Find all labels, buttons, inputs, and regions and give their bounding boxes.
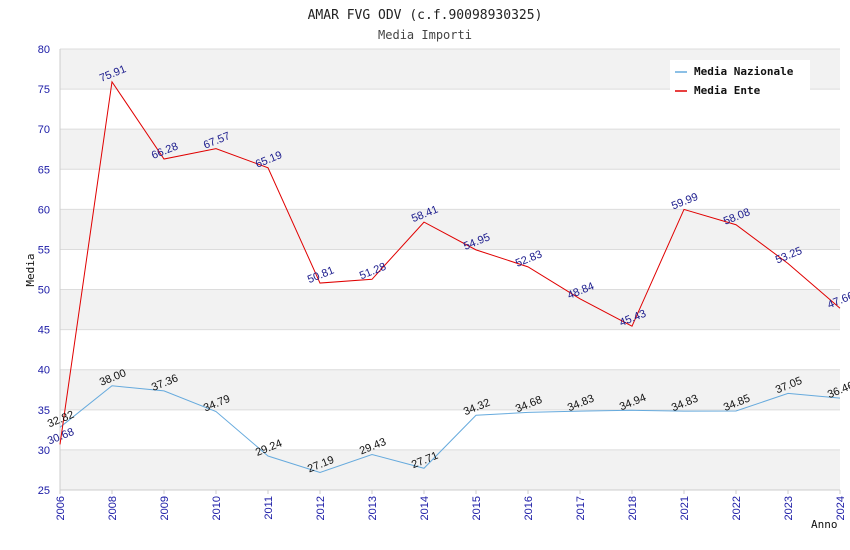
y-tick-label: 45 bbox=[38, 325, 50, 337]
x-tick-label: 2021 bbox=[679, 496, 691, 520]
legend-label-media-nazionale: Media Nazionale bbox=[694, 65, 794, 78]
x-tick-label: 2018 bbox=[627, 496, 639, 520]
x-tick-label: 2016 bbox=[523, 496, 535, 520]
y-tick-label: 50 bbox=[38, 285, 50, 297]
x-axis-label: Anno bbox=[811, 518, 838, 531]
y-tick-label: 80 bbox=[38, 44, 50, 56]
background-band bbox=[60, 369, 840, 410]
x-tick-label: 2012 bbox=[315, 496, 327, 520]
x-tick-label: 2008 bbox=[107, 496, 119, 520]
grid-lines bbox=[60, 48, 840, 491]
y-tick-label: 70 bbox=[38, 124, 50, 136]
x-tick-label: 2013 bbox=[367, 496, 379, 520]
data-label-media-ente: 52.83 bbox=[514, 248, 544, 269]
x-tick-label: 2006 bbox=[55, 496, 67, 520]
y-tick-label: 40 bbox=[38, 365, 50, 377]
x-tick-label: 2015 bbox=[471, 496, 483, 520]
legend-box bbox=[670, 60, 810, 100]
y-tick-label: 65 bbox=[38, 164, 50, 176]
chart-title: AMAR FVG ODV (c.f.90098930325) bbox=[308, 8, 543, 23]
x-tick-label: 2014 bbox=[419, 496, 431, 520]
y-tick-label: 25 bbox=[38, 485, 50, 497]
background-band bbox=[60, 449, 840, 490]
y-tick-label: 75 bbox=[38, 84, 50, 96]
x-tick-label: 2011 bbox=[263, 496, 275, 520]
y-axis-label: Media bbox=[24, 253, 37, 286]
legend: Media Nazionale Media Ente bbox=[670, 60, 810, 100]
series-lines bbox=[59, 80, 841, 473]
y-tick-label: 30 bbox=[38, 445, 50, 457]
x-tick-label: 2017 bbox=[575, 496, 587, 520]
x-axis-ticks: 2006 2008 2009 2010 2011 2012 2013 2014 2015 2016… bbox=[55, 490, 847, 520]
background-band bbox=[60, 129, 840, 170]
background-bands bbox=[60, 49, 840, 490]
x-tick-label: 2010 bbox=[211, 496, 223, 520]
background-band bbox=[60, 289, 840, 330]
x-tick-label: 2022 bbox=[731, 496, 743, 520]
series-line-media-nazionale bbox=[59, 385, 841, 473]
y-tick-label: 55 bbox=[38, 244, 50, 256]
x-tick-label: 2024 bbox=[835, 496, 847, 520]
legend-label-media-ente: Media Ente bbox=[694, 84, 761, 97]
series-line-media-ente bbox=[59, 80, 841, 445]
background-band bbox=[60, 209, 840, 250]
y-tick-label: 35 bbox=[38, 405, 50, 417]
axes bbox=[59, 49, 840, 491]
y-axis-ticks: 25 30 35 40 45 50 55 60 65 70 75 80 bbox=[38, 44, 50, 497]
chart-subtitle: Media Importi bbox=[378, 28, 472, 42]
y-tick-label: 60 bbox=[38, 204, 50, 216]
x-tick-label: 2009 bbox=[159, 496, 171, 520]
x-tick-label: 2023 bbox=[783, 496, 795, 520]
